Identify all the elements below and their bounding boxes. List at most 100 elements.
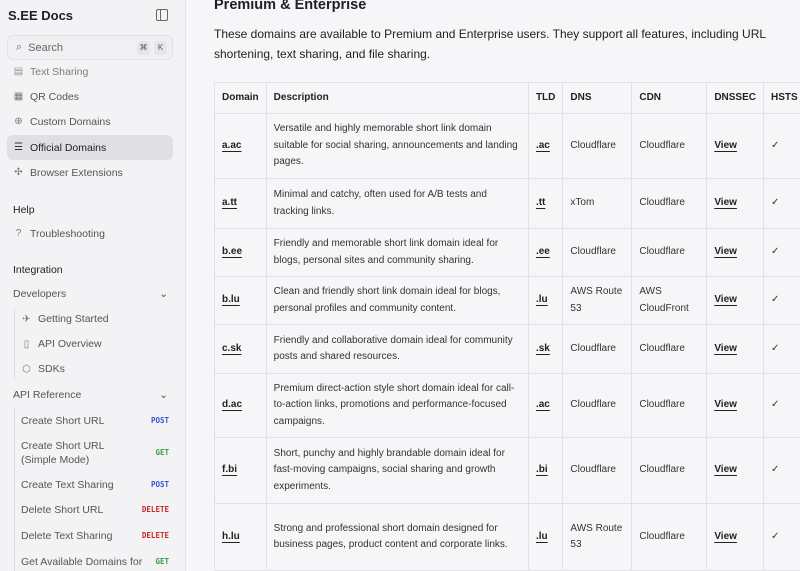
link-text[interactable]: .ac: [535, 399, 550, 411]
link-text[interactable]: View: [714, 464, 737, 476]
sidebar-item-getting-started[interactable]: ✈ Getting Started: [21, 313, 169, 325]
link-text[interactable]: .ac: [535, 139, 550, 151]
book-icon: ▯: [23, 338, 30, 350]
sidebar-item-browser-extensions[interactable]: ✣ Browser Extensions: [7, 160, 173, 185]
table-row: a.tt Minimal and catchy, often used for A…: [214, 178, 800, 229]
section-title: Premium & Enterprise: [214, 0, 367, 13]
tld-link[interactable]: .ee: [527, 228, 564, 277]
api-item-get-available-domains[interactable]: Get Available Domains for GET: [21, 555, 169, 569]
file-text-icon: ▤: [13, 66, 24, 77]
tld-link[interactable]: .sk: [527, 324, 564, 374]
label: Official Domains: [30, 141, 107, 154]
server-icon: ☰: [14, 142, 23, 153]
domain-link[interactable]: c.sk: [214, 324, 267, 374]
domain-link[interactable]: f.bi: [214, 437, 267, 504]
link-text[interactable]: b.lu: [222, 294, 240, 306]
hsts: ✓: [763, 373, 800, 438]
group-api-reference[interactable]: API Reference ⌄: [13, 389, 168, 401]
sidebar: S.EE Docs ⌕ Search ⌘ K ▤ Text Sharing ▦ QR…: [0, 0, 186, 571]
link-text[interactable]: .sk: [535, 342, 550, 354]
link-text[interactable]: c.sk: [222, 342, 242, 354]
domain-link[interactable]: h.lu: [214, 503, 267, 571]
link-text[interactable]: View: [714, 139, 737, 151]
dns: Cloudflare: [562, 437, 633, 504]
description: Premium direct-action style short domain…: [265, 373, 529, 438]
column-header: Domain: [214, 82, 267, 114]
link-text[interactable]: f.bi: [222, 464, 237, 476]
dnssec-link[interactable]: View: [706, 503, 764, 571]
link-text[interactable]: .lu: [535, 294, 548, 306]
link-text[interactable]: a.ac: [222, 139, 242, 151]
table-row: d.ac Premium direct-action style short do…: [214, 373, 800, 438]
api-item-create-short-url-simple[interactable]: Create Short URL (Simple Mode) GET: [21, 439, 169, 467]
link-text[interactable]: View: [714, 197, 737, 209]
link-text[interactable]: .tt: [535, 197, 546, 209]
label: Get Available Domains for: [21, 556, 143, 568]
link-text[interactable]: a.tt: [222, 197, 237, 209]
api-item-create-short-url[interactable]: Create Short URL POST: [21, 414, 169, 428]
tld-link[interactable]: .tt: [527, 178, 564, 229]
cdn: Cloudflare: [631, 373, 708, 438]
link-text[interactable]: View: [714, 530, 737, 542]
label: Getting Started: [38, 313, 109, 325]
method-badge: DELETE: [141, 505, 169, 514]
sidebar-item-custom-domains[interactable]: ⊕ Custom Domains: [7, 109, 173, 134]
domain-link[interactable]: b.lu: [214, 276, 267, 325]
link-text[interactable]: View: [714, 399, 737, 411]
brand-title: S.EE Docs: [8, 8, 74, 23]
dnssec-link[interactable]: View: [706, 178, 764, 229]
dnssec-link[interactable]: View: [706, 113, 764, 179]
hsts: ✓: [763, 276, 800, 325]
link-text[interactable]: View: [714, 246, 737, 258]
api-item-delete-short-url[interactable]: Delete Short URL DELETE: [21, 503, 169, 517]
table-header: Domain Description TLD DNS CDN DNSSEC HSTS: [214, 82, 800, 114]
kbd-cmd: ⌘: [137, 41, 150, 55]
method-badge: DELETE: [141, 531, 169, 540]
tld-link[interactable]: .ac: [527, 373, 564, 438]
tld-link[interactable]: .lu: [527, 503, 564, 571]
group-developers[interactable]: Developers ⌄: [13, 288, 168, 300]
sidebar-item-official-domains[interactable]: ☰ Official Domains: [7, 135, 173, 160]
api-item-delete-text-sharing[interactable]: Delete Text Sharing DELETE: [21, 529, 169, 543]
table-row: b.ee Friendly and memorable short link do…: [214, 228, 800, 277]
link-text[interactable]: View: [714, 342, 737, 354]
domain-link[interactable]: a.tt: [214, 178, 267, 229]
domain-link[interactable]: b.ee: [214, 228, 267, 277]
link-text[interactable]: .bi: [535, 464, 548, 476]
domain-link[interactable]: d.ac: [214, 373, 267, 438]
table-row: b.lu Clean and friendly short link domain…: [214, 276, 800, 325]
tld-link[interactable]: .lu: [527, 276, 564, 325]
link-text[interactable]: View: [714, 294, 737, 306]
search-input[interactable]: ⌕ Search ⌘ K: [7, 35, 173, 60]
label: API Overview: [38, 338, 102, 350]
puzzle-icon: ✣: [14, 167, 23, 178]
cdn: Cloudflare: [631, 437, 708, 504]
label: Delete Text Sharing: [21, 530, 113, 542]
link-text[interactable]: .lu: [535, 530, 548, 542]
sidebar-item-text-sharing[interactable]: ▤ Text Sharing: [7, 59, 173, 84]
sidebar-toggle-icon[interactable]: [156, 9, 168, 21]
link-text[interactable]: .ee: [535, 246, 550, 258]
sidebar-item-qr-codes[interactable]: ▦ QR Codes: [7, 84, 173, 109]
sidebar-item-api-overview[interactable]: ▯ API Overview: [21, 338, 169, 350]
tld-link[interactable]: .ac: [527, 113, 564, 179]
dnssec-link[interactable]: View: [706, 228, 764, 277]
cdn: Cloudflare: [631, 228, 708, 277]
link-text[interactable]: b.ee: [222, 246, 243, 258]
dnssec-link[interactable]: View: [706, 373, 764, 438]
sidebar-item-troubleshooting[interactable]: ? Troubleshooting: [7, 221, 173, 246]
dnssec-link[interactable]: View: [706, 437, 764, 504]
tld-link[interactable]: .bi: [527, 437, 564, 504]
link-text[interactable]: h.lu: [222, 530, 240, 542]
column-header: TLD: [527, 82, 564, 114]
divider: [14, 408, 15, 571]
hsts: ✓: [763, 324, 800, 374]
domain-link[interactable]: a.ac: [214, 113, 267, 179]
link-text[interactable]: d.ac: [222, 399, 243, 411]
dnssec-link[interactable]: View: [706, 324, 764, 374]
api-item-create-text-sharing[interactable]: Create Text Sharing POST: [21, 478, 169, 492]
dnssec-link[interactable]: View: [706, 276, 764, 325]
method-badge: POST: [150, 416, 169, 425]
sidebar-item-sdks[interactable]: ⬡ SDKs: [21, 363, 169, 375]
label: Delete Short URL: [21, 504, 104, 516]
